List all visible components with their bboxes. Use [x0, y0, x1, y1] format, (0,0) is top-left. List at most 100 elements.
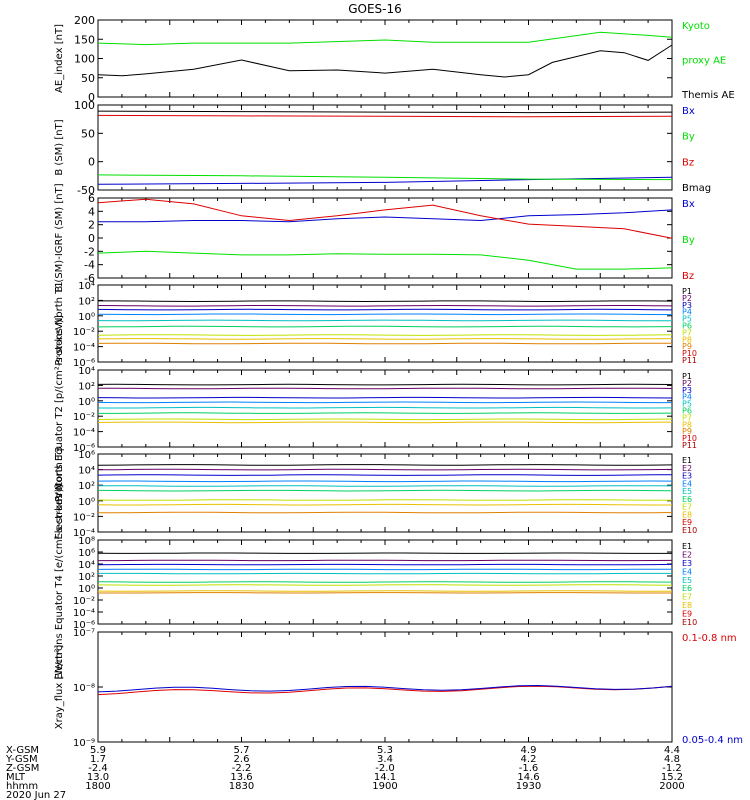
y-axis-label: Protons Equator T2 [p/(cm²-s-sr-keV)]	[54, 315, 65, 502]
y-tick-label: 10⁻⁶	[73, 358, 95, 369]
series-line	[97, 468, 673, 471]
y-tick-label: -2	[84, 245, 95, 258]
y-tick-label: 4	[88, 205, 95, 218]
series-line	[97, 474, 673, 476]
y-axis-label: Electrons North T3	[54, 446, 65, 539]
x-axis-value: 1830	[229, 781, 254, 792]
y-tick-label: 10⁸	[78, 536, 95, 547]
series-line	[97, 480, 673, 483]
y-tick-label: 200	[74, 14, 95, 27]
legend-entry: E8	[682, 601, 692, 610]
panel-1: 200 150 100 50 0 AE_index [nT] Kyoto proxy AE Th…	[54, 14, 735, 104]
legend-entry: P3	[682, 386, 692, 395]
y-tick-label: 10⁻²	[73, 596, 95, 607]
y-tick-label: 10⁰	[78, 584, 95, 595]
y-tick-label: 10⁴	[78, 466, 95, 477]
x-axis-value: 14.6	[517, 772, 539, 783]
y-axis-label: Xray_flux [W/m²]	[54, 645, 65, 730]
series-line	[98, 511, 673, 514]
legend-entry: P7	[682, 413, 692, 422]
series-line	[97, 114, 673, 118]
x-axis-value: 1900	[372, 781, 397, 792]
legend-entry: E3	[682, 559, 692, 568]
x-axis-value: 5.7	[234, 745, 250, 756]
y-tick-label: 100	[74, 99, 95, 112]
x-axis-value: -2.0	[375, 763, 395, 774]
y-tick-label: 0	[88, 91, 95, 104]
y-tick-label: 10⁴	[78, 366, 95, 377]
x-axis-row-label: MLT	[6, 772, 26, 783]
series-line	[97, 342, 673, 345]
y-tick-label: 10⁰	[78, 497, 95, 508]
legend-entry: Themis AE	[681, 90, 735, 101]
series-line	[98, 412, 673, 414]
series-line	[97, 325, 673, 328]
x-axis-value: 4.2	[521, 754, 537, 765]
x-axis-value: 15.2	[661, 772, 683, 783]
y-tick-label: 0	[88, 232, 95, 245]
series-line	[98, 300, 673, 303]
y-axis-label: B (SM) [nT]	[54, 119, 65, 175]
x-axis-value: 2.6	[234, 754, 250, 765]
legend-entry: E6	[682, 584, 692, 593]
y-tick-label: 10⁻⁴	[73, 528, 95, 539]
x-axis-value: 5.9	[90, 745, 106, 756]
legend-entry: P1	[682, 372, 692, 381]
legend-entry: P5	[682, 315, 692, 324]
legend-entry: P10	[682, 349, 697, 358]
x-axis-value: 4.9	[521, 745, 537, 756]
x-axis-value: 13.6	[230, 772, 252, 783]
legend-entry: E10	[682, 526, 697, 535]
x-axis-value: -1.6	[519, 763, 539, 774]
legend-entry: P4	[682, 393, 692, 402]
legend-entry: P7	[682, 328, 692, 337]
y-tick-label: 10²	[78, 572, 95, 583]
series-line	[97, 503, 672, 506]
legend-entry: P6	[682, 407, 692, 416]
legend-entry: E9	[682, 518, 692, 527]
panel-frame	[97, 453, 673, 533]
panel-frame	[97, 369, 673, 448]
y-tick-label: 150	[74, 33, 95, 46]
legend-entry: E2	[682, 550, 692, 559]
y-tick-label: 10²	[78, 481, 95, 492]
y-tick-label: -4	[84, 259, 95, 272]
y-tick-label: -6	[84, 272, 95, 285]
legend-entry: P1	[682, 287, 692, 296]
y-tick-label: 10⁻⁴	[73, 343, 95, 354]
x-axis-value: -2.2	[232, 763, 252, 774]
legend-entry: By	[682, 235, 695, 246]
y-tick-label: 10²	[78, 296, 95, 307]
y-tick-label: 10²	[78, 381, 95, 392]
y-tick-label: 10⁴	[78, 281, 95, 292]
series-line	[97, 383, 673, 386]
x-axis-table: X-GSM 5.9 5.7 5.3 4.9 4.4 Y-GSM 1.7 2.6 3.4 4.2 4.8…	[5, 745, 685, 800]
y-tick-label: 0	[88, 156, 95, 169]
series-line	[98, 485, 673, 487]
x-axis-value: 5.3	[377, 745, 393, 756]
y-tick-label: 10⁻⁸	[73, 683, 95, 694]
x-axis-value: 14.1	[374, 772, 396, 783]
legend-entry: P2	[682, 294, 692, 303]
legend-entry: E1	[682, 456, 692, 465]
legend-entry: Bmag	[682, 183, 711, 194]
series-line	[97, 334, 673, 336]
y-tick-label: -50	[77, 184, 95, 197]
legend-entry: P3	[682, 301, 692, 310]
series-line	[97, 174, 673, 181]
y-tick-label: 10⁶	[78, 548, 95, 559]
legend-entry: P8	[682, 420, 692, 429]
series-line	[97, 250, 673, 270]
panel-6: 10⁶ 10⁴ 10² 10⁰ 10⁻² 10⁻⁴ Electrons North T3 E1…	[54, 446, 697, 539]
series-line	[97, 31, 673, 46]
legend-entry: By	[682, 132, 695, 143]
legend-entry: E8	[682, 510, 692, 519]
panel-frame	[97, 19, 673, 98]
x-axis-row-label: X-GSM	[6, 745, 39, 756]
y-tick-label: 10⁻⁶	[73, 620, 95, 631]
y-tick-label: 10⁻⁷	[73, 628, 95, 639]
legend-entry: Bx	[682, 106, 695, 117]
legend-entry: 0.05-0.4 nm	[682, 735, 743, 746]
